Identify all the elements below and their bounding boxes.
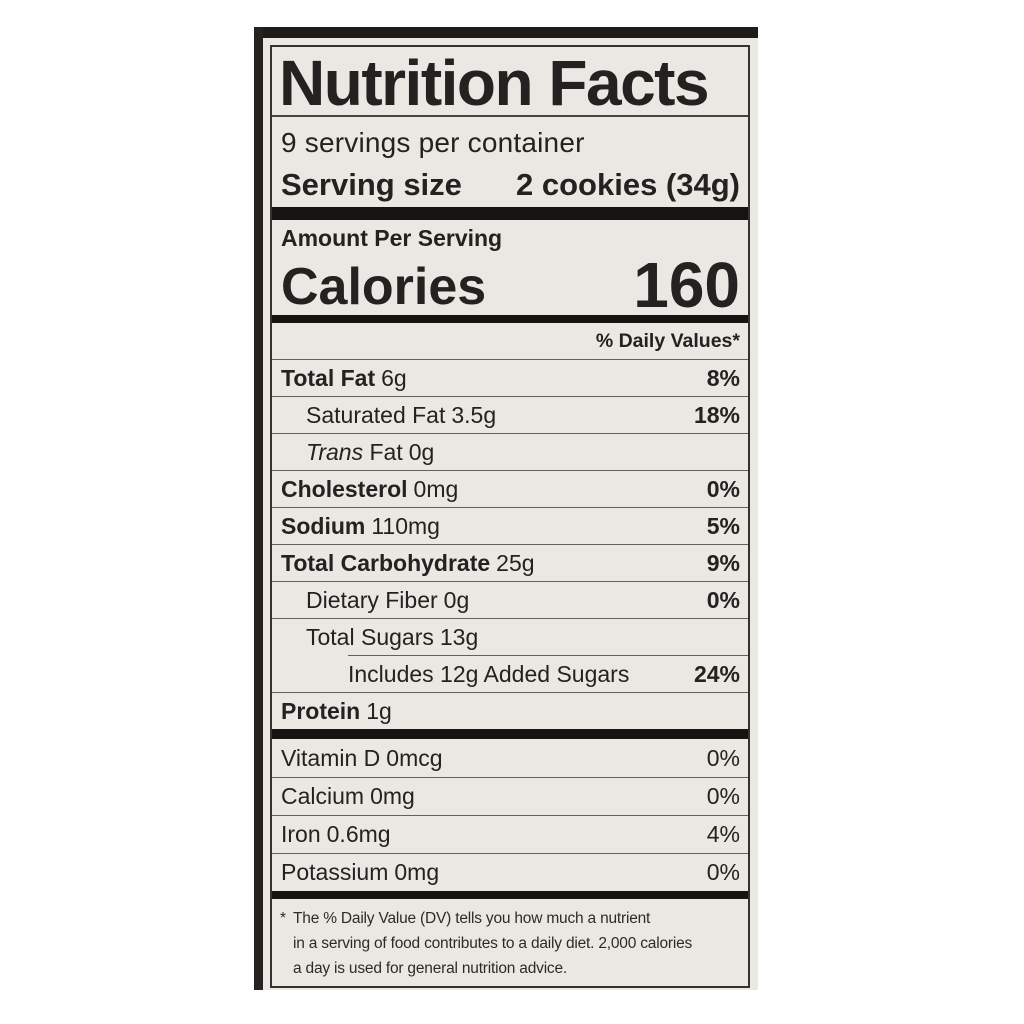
nutrient-text: Vitamin D 0mcg [281,745,443,772]
nutrient-daily-value: 24% [693,660,740,687]
nutrient-daily-value: 4% [706,821,740,847]
nutrient-daily-value: 0% [706,586,740,613]
nutrient-text: Total Fat 6g [281,365,407,392]
nutrient-daily-value: 0% [706,745,740,771]
nutrient-daily-value: 18% [693,401,740,428]
footnote-line: The % Daily Value (DV) tells you how muc… [293,910,651,927]
nutrient-amount: 0g [443,586,470,613]
serving-size-row: Serving size 2 cookies (34g) [272,163,748,207]
servings-per-container: 9 servings per container [281,127,585,158]
nutrient-daily-value: 8% [706,364,740,391]
nutrient-name: Sodium [281,512,366,539]
nutrient-row: Total Fat 6g 8% [272,359,748,396]
nutrient-text: Total Sugars 13g [306,624,478,651]
nutrient-name-italic: Trans [306,438,364,465]
nutrition-label-photo: Nutrition Facts 9 servings per container… [254,27,758,990]
nutrient-amount: 13g [439,623,479,650]
nutrient-name: Includes 12g Added Sugars [348,660,630,687]
nutrition-facts-panel: Nutrition Facts 9 servings per container… [270,45,750,988]
thick-divider-bar [272,729,748,739]
nutrient-daily-value: 0% [706,475,740,502]
nutrient-amount: 0.6mg [326,821,391,847]
nutrient-text: Dietary Fiber 0g [306,587,469,614]
nutrient-row: Dietary Fiber 0g 0% [272,581,748,618]
nutrient-name: Total Fat [281,364,376,391]
calories-value: 160 [633,249,740,321]
medium-divider-bar [272,891,748,899]
calories-row: Calories 160 [272,249,748,321]
nutrient-row: Cholesterol 0mg 0% [272,470,748,507]
nutrient-amount: 3.5g [451,401,497,428]
nutrient-amount: 25g [496,549,535,576]
nutrient-text: Potassium 0mg [281,859,439,886]
nutrient-row: Total Carbohydrate 25g 9% [272,544,748,581]
package-edge-top [254,27,758,38]
serving-size-label: Serving size [281,167,462,202]
nutrient-name: Fat [369,438,403,465]
nutrient-name: Vitamin D [281,745,381,771]
nutrient-amount: 0mg [413,475,459,502]
nutrient-text: Total Carbohydrate 25g [281,550,535,577]
nutrient-daily-value: 9% [706,549,740,576]
serving-size-value: 2 cookies (34g) [516,167,740,202]
nutrient-row: Saturated Fat 3.5g 18% [272,396,748,433]
micronutrient-row: Calcium 0mg 0% [272,777,748,815]
nutrient-amount: 1g [366,697,392,724]
footnote: * The % Daily Value (DV) tells you how m… [272,899,748,981]
nutrient-text: Calcium 0mg [281,783,415,810]
panel-title: Nutrition Facts [272,47,748,117]
nutrient-row: Sodium 110mg 5% [272,507,748,544]
calories-label: Calories [281,258,487,316]
nutrient-amount: 6g [381,364,407,391]
nutrient-row: Includes 12g Added Sugars 24% [272,655,748,692]
nutrient-text: Trans Fat 0g [306,439,434,466]
nutrient-amount: 0mcg [386,745,443,771]
package-edge-left [254,27,263,990]
nutrient-text: Saturated Fat 3.5g [306,402,496,429]
nutrient-text: Sodium 110mg [281,513,440,540]
nutrient-name: Total Carbohydrate [281,549,491,576]
nutrient-name: Calcium [281,783,365,809]
amount-per-serving-label: Amount Per Serving [281,225,503,251]
micronutrient-row: Potassium 0mg 0% [272,853,748,891]
nutrient-amount: 0g [408,438,435,465]
footnote-line: a day is used for general nutrition advi… [293,960,568,977]
nutrient-name: Total Sugars [306,623,434,650]
nutrient-text: Cholesterol 0mg [281,476,458,503]
nutrient-daily-value: 0% [706,859,740,885]
nutrient-daily-value: 0% [706,783,740,809]
nutrient-row: Trans Fat 0g [272,433,748,470]
nutrient-rows: Total Fat 6g 8% Saturated Fat 3.5g 18% Trans F… [272,359,748,729]
nutrient-name: Cholesterol [281,475,408,502]
nutrient-name: Protein [281,697,361,724]
nutrient-amount: 0mg [394,859,440,885]
nutrient-row: Protein 1g [272,692,748,729]
micronutrient-rows: Vitamin D 0mcg 0% Calcium 0mg 0% Iron 0.6mg 4% Po… [272,739,748,891]
nutrient-text: Includes 12g Added Sugars [348,661,629,688]
nutrient-daily-value: 5% [706,512,740,539]
thick-divider-bar [272,207,748,220]
nutrient-name: Iron [281,821,321,847]
footnote-asterisk: * [280,910,286,927]
micronutrient-row: Iron 0.6mg 4% [272,815,748,853]
nutrient-name: Saturated Fat [306,401,446,428]
nutrient-text: Protein 1g [281,698,392,725]
footnote-text: The % Daily Value (DV) tells you how muc… [293,906,692,981]
nutrient-name: Dietary Fiber [306,586,438,613]
nutrient-amount: 0mg [370,783,415,809]
footnote-line: in a serving of food contributes to a da… [293,935,693,952]
nutrient-name: Potassium [281,859,389,885]
micronutrient-row: Vitamin D 0mcg 0% [272,739,748,777]
medium-divider-bar [272,315,748,323]
nutrient-text: Iron 0.6mg [281,821,391,848]
nutrient-row: Total Sugars 13g [272,618,748,655]
nutrient-amount: 110mg [371,512,440,539]
daily-value-header: % Daily Values* [595,329,740,352]
